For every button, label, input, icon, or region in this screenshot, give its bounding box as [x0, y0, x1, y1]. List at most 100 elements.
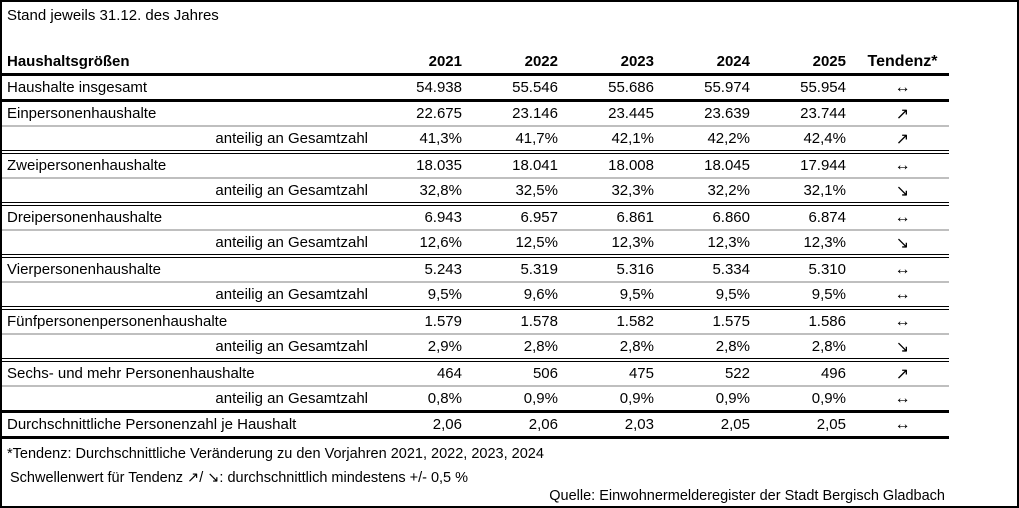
- cell-value-2022: 2,8%: [472, 334, 568, 362]
- cell-value-2024: 9,5%: [664, 282, 760, 310]
- trend-up-icon: ↗: [856, 126, 949, 154]
- cell-value-2023: 55.686: [568, 74, 664, 102]
- cell-value-2023: 2,8%: [568, 334, 664, 362]
- cell-value-2021: 464: [376, 360, 472, 387]
- table-header: Haushaltsgrößen 2021 2022 2023 2024 2025…: [2, 50, 949, 76]
- cell-value-2022: 5.319: [472, 256, 568, 283]
- trend-stable-icon: ↔: [856, 411, 949, 439]
- cell-value-2022: 55.546: [472, 74, 568, 102]
- cell-value-2021: 2,06: [376, 411, 472, 439]
- cell-value-2021: 6.943: [376, 204, 472, 231]
- cell-value-2022: 6.957: [472, 204, 568, 231]
- cell-value-2023: 0,9%: [568, 386, 664, 413]
- cell-value-2022: 12,5%: [472, 230, 568, 258]
- cell-value-2022: 23.146: [472, 100, 568, 127]
- row-sublabel: anteilig an Gesamtzahl: [2, 126, 376, 154]
- cell-value-2022: 18.041: [472, 152, 568, 179]
- table-row: Durchschnittliche Personenzahl je Hausha…: [2, 411, 949, 439]
- trend-up-icon: ↗: [856, 360, 949, 387]
- cell-value-2025: 23.744: [760, 100, 856, 127]
- cell-value-2025: 42,4%: [760, 126, 856, 154]
- cell-value-2023: 18.008: [568, 152, 664, 179]
- households-table: Haushaltsgrößen 2021 2022 2023 2024 2025…: [2, 50, 949, 439]
- cell-value-2024: 2,05: [664, 411, 760, 439]
- cell-value-2021: 18.035: [376, 152, 472, 179]
- cell-value-2024: 0,9%: [664, 386, 760, 413]
- table-row: Vierpersonenhaushalte 5.243 5.319 5.316 5.33…: [2, 256, 949, 283]
- row-sublabel: anteilig an Gesamtzahl: [2, 230, 376, 258]
- cell-value-2024: 32,2%: [664, 178, 760, 206]
- column-header-tendenz: Tendenz*: [856, 50, 949, 76]
- table-row: Einpersonenhaushalte 22.675 23.146 23.445 23…: [2, 100, 949, 127]
- trend-stable-icon: ↔: [856, 308, 949, 335]
- column-header-haushaltsgroessen: Haushaltsgrößen: [2, 50, 376, 76]
- trend-down-icon: ↘: [856, 334, 949, 362]
- cell-value-2022: 0,9%: [472, 386, 568, 413]
- cell-value-2022: 506: [472, 360, 568, 387]
- trend-stable-icon: ↔: [856, 282, 949, 310]
- cell-value-2021: 1.579: [376, 308, 472, 335]
- cell-value-2023: 23.445: [568, 100, 664, 127]
- cell-value-2025: 2,05: [760, 411, 856, 439]
- table-row: anteilig an Gesamtzahl 0,8% 0,9% 0,9% 0,9% 0,…: [2, 386, 949, 413]
- cell-value-2022: 2,06: [472, 411, 568, 439]
- cell-value-2025: 32,1%: [760, 178, 856, 206]
- trend-up-icon: ↗: [856, 100, 949, 127]
- cell-value-2023: 1.582: [568, 308, 664, 335]
- cell-value-2025: 496: [760, 360, 856, 387]
- cell-value-2023: 6.861: [568, 204, 664, 231]
- cell-value-2024: 1.575: [664, 308, 760, 335]
- cell-value-2024: 23.639: [664, 100, 760, 127]
- cell-value-2023: 12,3%: [568, 230, 664, 258]
- cell-value-2021: 0,8%: [376, 386, 472, 413]
- table-row: anteilig an Gesamtzahl 41,3% 41,7% 42,1% 42,…: [2, 126, 949, 154]
- cell-value-2025: 5.310: [760, 256, 856, 283]
- cell-value-2024: 522: [664, 360, 760, 387]
- trend-down-icon: ↘: [856, 230, 949, 258]
- cell-value-2021: 2,9%: [376, 334, 472, 362]
- trend-stable-icon: ↔: [856, 386, 949, 413]
- column-header-year-2024: 2024: [664, 50, 760, 76]
- row-sublabel: anteilig an Gesamtzahl: [2, 282, 376, 310]
- row-label: Fünfpersonenpersonenhaushalte: [2, 308, 376, 335]
- cell-value-2023: 32,3%: [568, 178, 664, 206]
- row-label: Durchschnittliche Personenzahl je Hausha…: [2, 411, 376, 439]
- cell-value-2021: 32,8%: [376, 178, 472, 206]
- footnote-tendenz: *Tendenz: Durchschnittliche Veränderung …: [7, 446, 544, 462]
- table-row: Dreipersonenhaushalte 6.943 6.957 6.861 6.86…: [2, 204, 949, 231]
- column-header-year-2025: 2025: [760, 50, 856, 76]
- cell-value-2021: 5.243: [376, 256, 472, 283]
- trend-down-icon: ↘: [856, 178, 949, 206]
- footnote-schwellenwert: Schwellenwert für Tendenz ↗/ ↘: durchsch…: [10, 470, 469, 486]
- trend-stable-icon: ↔: [856, 74, 949, 102]
- row-label: Zweipersonenhaushalte: [2, 152, 376, 179]
- table-row: anteilig an Gesamtzahl 32,8% 32,5% 32,3% 32,…: [2, 178, 949, 206]
- row-label: Sechs- und mehr Personenhaushalte: [2, 360, 376, 387]
- cell-value-2025: 12,3%: [760, 230, 856, 258]
- cell-value-2024: 55.974: [664, 74, 760, 102]
- row-label: Einpersonenhaushalte: [2, 100, 376, 127]
- cell-value-2022: 41,7%: [472, 126, 568, 154]
- table-row: anteilig an Gesamtzahl 12,6% 12,5% 12,3% 12,…: [2, 230, 949, 258]
- cell-value-2024: 18.045: [664, 152, 760, 179]
- cell-value-2023: 42,1%: [568, 126, 664, 154]
- row-label: Dreipersonenhaushalte: [2, 204, 376, 231]
- row-sublabel: anteilig an Gesamtzahl: [2, 178, 376, 206]
- cell-value-2023: 5.316: [568, 256, 664, 283]
- cell-value-2022: 32,5%: [472, 178, 568, 206]
- row-sublabel: anteilig an Gesamtzahl: [2, 334, 376, 362]
- cell-value-2021: 12,6%: [376, 230, 472, 258]
- cell-value-2021: 41,3%: [376, 126, 472, 154]
- table-body: Haushalte insgesamt 54.938 55.546 55.686 55.…: [2, 74, 949, 439]
- cell-value-2021: 9,5%: [376, 282, 472, 310]
- trend-stable-icon: ↔: [856, 152, 949, 179]
- column-header-year-2022: 2022: [472, 50, 568, 76]
- page-title: Stand jeweils 31.12. des Jahres: [7, 7, 219, 24]
- cell-value-2024: 2,8%: [664, 334, 760, 362]
- cell-value-2024: 5.334: [664, 256, 760, 283]
- cell-value-2023: 2,03: [568, 411, 664, 439]
- table-row: Haushalte insgesamt 54.938 55.546 55.686 55.…: [2, 74, 949, 102]
- cell-value-2024: 42,2%: [664, 126, 760, 154]
- cell-value-2025: 1.586: [760, 308, 856, 335]
